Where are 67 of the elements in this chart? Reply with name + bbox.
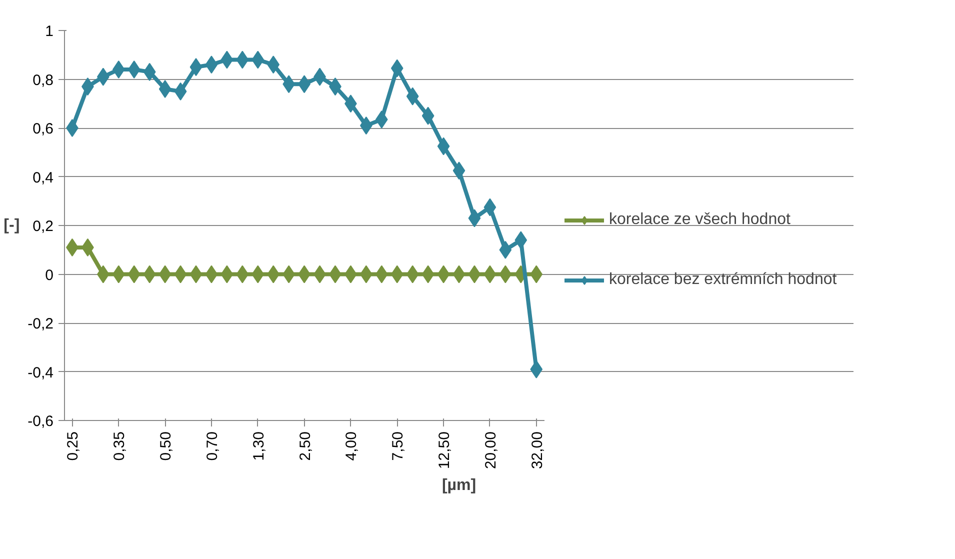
point [484, 198, 496, 216]
point [390, 265, 404, 284]
point [499, 240, 512, 259]
point [267, 56, 280, 74]
x-tick-label: 0,35 [111, 431, 128, 461]
legend-label: korelace bez extrémních hodnot [609, 271, 837, 289]
point [252, 265, 264, 284]
point [422, 106, 434, 125]
x-tick-label: 20,00 [482, 431, 500, 470]
point [530, 265, 543, 284]
point [452, 265, 466, 284]
point [236, 265, 249, 284]
y-tick-label: 0,6 [32, 120, 54, 138]
point [236, 50, 249, 69]
point [468, 265, 481, 284]
legend-label: korelace ze všech hodnot [609, 211, 790, 229]
point [190, 58, 202, 76]
point [267, 265, 280, 284]
y-tick-label: 1 [45, 23, 54, 40]
point [406, 265, 419, 284]
point [530, 360, 543, 378]
point [390, 59, 404, 78]
point [484, 265, 496, 284]
point [174, 265, 187, 284]
point [112, 265, 125, 284]
y-tick-label: 0,8 [32, 72, 54, 89]
point [375, 265, 388, 284]
point [158, 80, 172, 98]
x-tick-label: 0,25 [64, 431, 82, 461]
point [437, 137, 450, 156]
y-tick-label: -0,4 [28, 364, 54, 382]
point [220, 265, 234, 284]
point [190, 265, 202, 284]
y-tick-label: 0 [45, 266, 54, 284]
x-tick-label: 7,50 [390, 431, 407, 461]
point [128, 265, 140, 284]
y-tick-label: -0,2 [28, 316, 54, 332]
point [205, 265, 218, 284]
point [112, 60, 125, 78]
point [514, 231, 528, 250]
point [422, 265, 434, 284]
y-tick-label: 0,4 [32, 169, 54, 186]
x-tick-label: 2,50 [296, 431, 314, 461]
x-tick-label: 32,00 [528, 431, 546, 470]
point [437, 265, 450, 284]
point [205, 56, 218, 74]
x-tick-label: 0,50 [158, 431, 175, 461]
point [406, 87, 419, 106]
point [143, 265, 156, 284]
x-tick-label: 4,00 [343, 431, 360, 461]
y-tick-label: 0,2 [32, 218, 54, 235]
point [158, 265, 172, 284]
point [468, 209, 481, 228]
point [143, 62, 156, 81]
x-tick-label: 0,70 [204, 431, 221, 461]
point [252, 50, 264, 69]
y-axis-title: [-] [4, 217, 20, 234]
point [174, 82, 187, 100]
point [452, 162, 466, 180]
x-tick-label: 1,30 [250, 431, 268, 461]
point [375, 110, 388, 128]
y-tick-label: -0,6 [28, 413, 54, 430]
point [128, 60, 140, 78]
point [220, 50, 234, 69]
x-tick-label: 12,50 [436, 431, 454, 470]
x-axis-title: [µm] [442, 477, 476, 494]
point [499, 265, 512, 284]
